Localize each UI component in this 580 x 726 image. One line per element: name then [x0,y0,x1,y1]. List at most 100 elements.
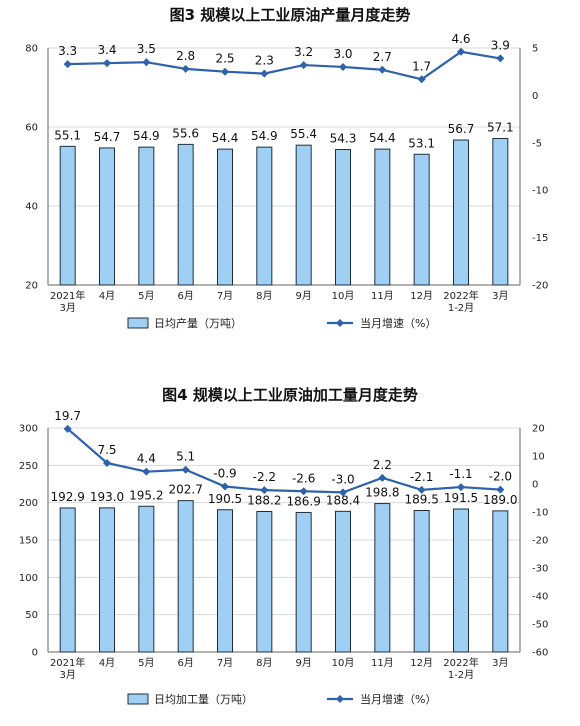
chart1-legend-line-label: 当月增速（%） [360,316,436,330]
chart2-bar-label: 202.7 [168,483,202,497]
chart2-x-tick: 2021年 [50,656,85,669]
chart1-bar [138,146,155,286]
chart2-title: 图4 规模以上工业原油加工量月度走势 [162,386,418,404]
chart2-line-point [417,485,426,494]
chart2-line-label: -2.2 [253,470,276,484]
chart2-y-left-tick: 50 [25,610,38,621]
chart2-line-point [496,485,505,494]
chart1-line-point [457,47,465,56]
chart1-line-label: 3.2 [294,45,313,59]
chart2-line-label: -2.0 [489,470,512,484]
chart1-line-label: 2.5 [215,52,234,66]
chart1-line-label: 1.7 [412,59,431,73]
chart2-legend-line-marker [336,695,344,703]
chart1-bar [335,149,351,286]
chart1-line-point [103,59,111,68]
chart1-y-left-tick: 40 [25,202,38,213]
chart1-bar-label: 55.4 [290,127,317,141]
chart2-bar-label: 189.5 [404,493,438,507]
chart1-line-label: 3.0 [333,47,352,61]
chart1-y-left-tick: 80 [25,44,38,55]
chart2-line-label: -1.1 [449,467,472,481]
chart1-line-label: 3.3 [58,44,77,58]
chart2-bar [295,511,312,653]
chart2-x-tick: 6月 [177,657,193,669]
chart2-bar-label: 195.2 [129,488,163,502]
chart1-bar-label: 53.1 [408,136,435,150]
chart2-line-label: 2.2 [373,458,392,472]
chart1-x-tick: 11月 [371,290,394,302]
chart2-bar [335,510,351,653]
chart2-bar [256,510,273,653]
chart1-x-tick: 3月 [492,290,508,302]
chart1-x-tick-line2: 3月 [59,302,75,314]
chart2-line-label: 7.5 [97,443,116,457]
chart2-y-right-tick: -50 [532,620,548,631]
chart2-line-point [378,473,387,482]
chart1-y-right-tick: 5 [532,44,538,55]
chart2-x-tick: 3月 [492,657,508,669]
chart2-bar [492,510,509,653]
chart2-y-left-tick: 250 [19,461,38,472]
chart1-bar [492,137,509,286]
chart2-line-point [142,467,151,476]
chart1-bar-label: 55.1 [54,128,81,142]
chart2-line-point [221,482,229,491]
chart1-line-point [181,64,190,73]
chart1-line-label: 2.8 [176,49,195,63]
chart2-x-tick: 12月 [410,657,433,669]
chart1-bar-label: 57.1 [487,120,514,134]
chart1-legend-line-marker [336,319,344,327]
chart2-line-series [66,428,501,494]
chart1-bar-label: 54.4 [212,131,239,145]
chart1-bar-label: 54.9 [133,129,160,143]
chart2-y-right-tick: 10 [532,452,545,463]
chart2-line-label: -3.0 [331,472,354,486]
chart2-line-label: 5.1 [176,450,195,464]
chart2-line-point [260,486,269,495]
chart1-x-tick: 9月 [295,290,311,302]
chart1-bar-label: 54.7 [94,130,121,144]
chart2-y-right-tick: 20 [532,424,545,435]
chart2-y-left-tick: 100 [19,573,38,584]
chart2-x-tick: 8月 [256,657,272,669]
chart2-legend-bar-swatch [127,693,149,705]
chart2-y-right-tick: -20 [532,536,548,547]
chart2-legend-line-label: 当月增速（%） [360,692,436,706]
chart1-bar [374,148,391,286]
chart2-y-right-tick: -60 [532,648,548,659]
chart2-bar [99,507,115,653]
chart1-x-tick: 5月 [138,290,154,302]
chart1-legend-bar-swatch [127,317,149,329]
chart1-bar [99,147,115,286]
chart1-x-tick: 8月 [256,290,272,302]
chart1-line-point [142,58,151,67]
chart2-legend-bar-label: 日均加工量（万吨） [154,693,253,706]
chart1-line-label: 3.4 [97,43,116,57]
chart2-line-point [63,424,72,433]
chart1-line-point [260,69,269,78]
chart1-line-point [63,60,72,69]
chart1-x-tick: 12月 [410,290,433,302]
chart1-bar [217,148,233,286]
chart2-y-right-tick: -10 [532,508,548,519]
chart2-y-left-tick: 0 [32,648,38,659]
chart2-y-left-tick: 300 [19,424,38,435]
chart2-x-tick: 5月 [138,657,154,669]
chart2-bar-label: 188.4 [326,493,360,507]
chart2-line-label: -0.9 [213,467,236,481]
chart2-x-tick: 7月 [217,657,233,669]
chart1-x-tick-line2: 1-2月 [448,302,474,314]
chart2-y-right-tick: -40 [532,592,548,603]
chart2-bar-label: 193.0 [90,490,124,504]
chart2-line-label: 4.4 [137,452,156,466]
chart2-bar-label: 198.8 [365,486,399,500]
chart1-line-label: 3.5 [137,42,156,56]
chart2-x-tick-line2: 3月 [59,669,75,681]
chart1-y-right-tick: 0 [532,91,538,102]
chart1-line-label: 3.9 [491,38,510,52]
chart1-y-left-tick: 20 [25,281,38,292]
chart2-bar [217,509,233,653]
chart2-x-tick: 9月 [295,657,311,669]
chart1-x-tick: 2022年 [443,289,478,302]
